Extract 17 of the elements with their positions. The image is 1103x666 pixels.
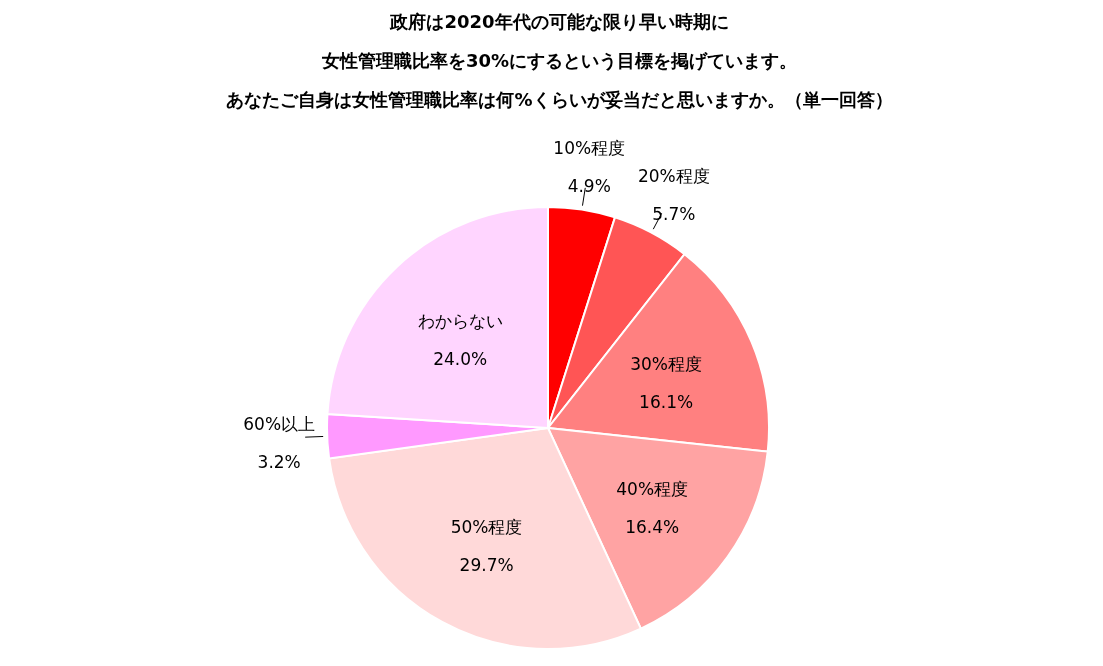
slice-label: 20%程度 [637, 166, 710, 187]
data-label: 16.1% [639, 392, 694, 413]
chart-title: 政府は2020年代の可能な限り早い時期に [389, 11, 729, 32]
slice-label: 60%以上 [243, 414, 316, 435]
slice-label: 40%程度 [616, 478, 689, 499]
slice-label: 10%程度 [553, 138, 626, 159]
slice-label: 30%程度 [630, 354, 703, 375]
text: あなたご自身は女性管理職比率は何%くらいが妥当だと思いますか。（単一回答） [226, 89, 893, 110]
slice-label: わからない [417, 310, 503, 331]
slice-label: 50%程度 [450, 516, 523, 537]
data-label: 16.4% [625, 516, 680, 537]
data-label: 29.7% [459, 554, 514, 575]
data-label: 4.9% [567, 176, 611, 197]
data-label: 3.2% [257, 452, 301, 473]
data-label: 24.0% [433, 348, 488, 369]
chart-subtitle: 女性管理職比率を30%にするという目標を掲げています。 [320, 50, 798, 71]
data-label: 5.7% [652, 204, 696, 225]
